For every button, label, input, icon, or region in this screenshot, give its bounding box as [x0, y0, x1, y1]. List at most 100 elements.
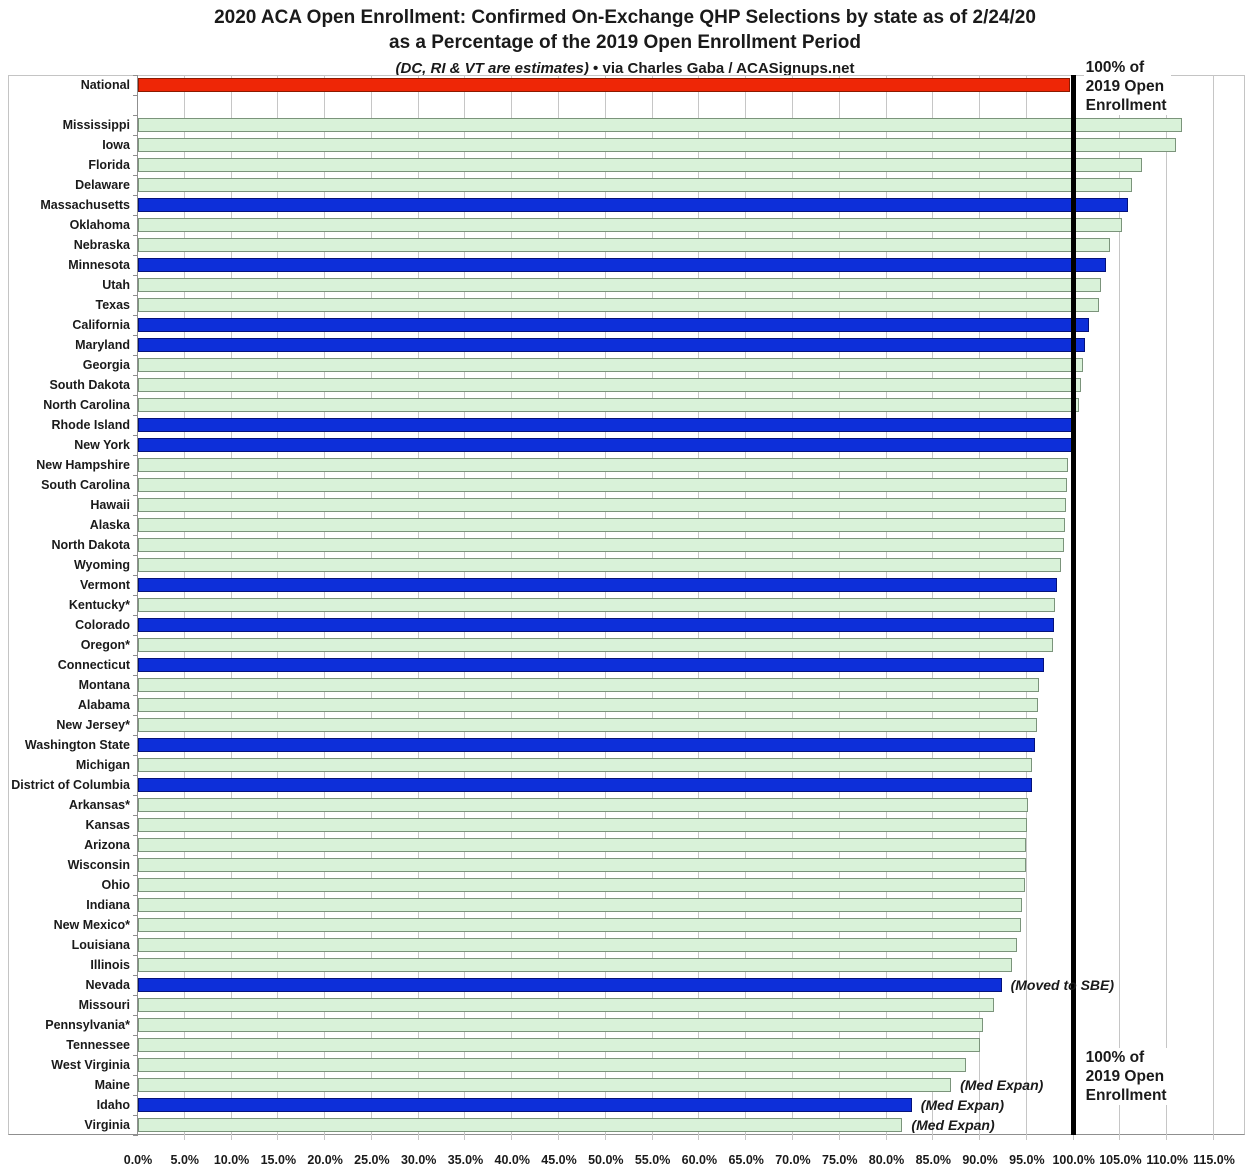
gridline: [1213, 75, 1214, 1140]
row-label: Kansas: [85, 818, 130, 832]
row-label: Vermont: [79, 578, 130, 592]
bar: [138, 938, 1017, 952]
bar: [138, 818, 1027, 832]
row-label: Massachusetts: [40, 198, 130, 212]
x-tick-label: 25.0%: [354, 1153, 390, 1167]
x-tick-label: 30.0%: [400, 1153, 437, 1167]
row-label: Oregon*: [80, 638, 130, 652]
bar: [138, 538, 1065, 552]
bar: [138, 738, 1036, 752]
bar-annotation: (Moved to SBE): [1010, 977, 1115, 993]
bar: [138, 798, 1028, 812]
reference-label-line: 2019 Open: [1085, 78, 1165, 95]
bar: [138, 398, 1080, 412]
y-axis-ticks: [133, 75, 138, 1136]
bar: [138, 838, 1026, 852]
row-label: Wisconsin: [67, 858, 130, 872]
row-label: Virginia: [84, 1118, 130, 1132]
reference-label-line: 100% of: [1085, 1049, 1145, 1066]
row-label: Indiana: [86, 898, 130, 912]
bar: [138, 178, 1132, 192]
x-tick-label: 100.0%: [1052, 1153, 1095, 1167]
row-label: Iowa: [102, 138, 130, 152]
reference-label-top: 100% of 2019 Open Enrollment: [1083, 58, 1171, 115]
bar: [138, 918, 1022, 932]
reference-label-line: Enrollment: [1085, 1087, 1167, 1104]
row-label: National: [80, 78, 130, 92]
row-label: Nebraska: [73, 238, 130, 252]
bar: [138, 1058, 967, 1072]
x-tick-label: 55.0%: [634, 1153, 671, 1167]
x-tick-label: 40.0%: [494, 1153, 530, 1167]
row-label: Missouri: [78, 998, 130, 1012]
row-label: South Carolina: [41, 478, 130, 492]
x-tick-label: 80.0%: [868, 1153, 905, 1167]
bar: [138, 1078, 952, 1092]
bar: [138, 298, 1099, 312]
row-label: Louisiana: [71, 938, 130, 952]
bar: [138, 198, 1128, 212]
row-label: Nevada: [85, 978, 130, 992]
x-tick-label: 105.0%: [1099, 1153, 1142, 1167]
chart-title-line2: as a Percentage of the 2019 Open Enrollm…: [389, 32, 861, 53]
bar: [138, 1038, 981, 1052]
x-tick-label: 15.0%: [260, 1153, 297, 1167]
bar: [138, 718, 1038, 732]
row-label: Michigan: [75, 758, 130, 772]
plot-area: 0.0% 5.0% 10.0% 15.0% 20.0% 25.0% 30.0% 35.0% 40…: [11, 58, 1235, 1167]
bar: [138, 878, 1025, 892]
bar: [138, 618, 1054, 632]
x-tick-label: 45.0%: [541, 1153, 577, 1167]
reference-label-line: 2019 Open: [1085, 1068, 1165, 1085]
row-label: Alabama: [77, 698, 130, 712]
bar: [138, 258, 1107, 272]
subtitle-estimates-note: (DC, RI & VT are estimates): [395, 60, 589, 77]
bar: [138, 978, 1002, 992]
reference-label-line: Enrollment: [1085, 97, 1167, 114]
bar: [138, 378, 1082, 392]
x-tick-label: 70.0%: [775, 1153, 811, 1167]
bar: [138, 138, 1176, 152]
row-label: New Mexico*: [53, 918, 130, 932]
row-label: Texas: [95, 298, 130, 312]
chart-frame: [8, 75, 1245, 1135]
bar: [138, 678, 1040, 692]
row-label: South Dakota: [49, 378, 130, 392]
bar: [138, 498, 1067, 512]
reference-label-bottom: 100% of 2019 Open Enrollment: [1083, 1048, 1171, 1105]
x-tick-label: 5.0%: [170, 1153, 200, 1167]
row-label: Arkansas*: [68, 798, 130, 812]
x-tick-label: 90.0%: [962, 1153, 998, 1167]
bar: [138, 158, 1142, 172]
row-label: Connecticut: [57, 658, 130, 672]
row-label: District of Columbia: [11, 778, 130, 792]
chart-title-line1: 2020 ACA Open Enrollment: Confirmed On-E…: [214, 7, 1036, 28]
bar: [138, 338, 1085, 352]
bar: [138, 958, 1012, 972]
bar: [138, 438, 1075, 452]
row-label: Arizona: [84, 838, 130, 852]
bar: [138, 598, 1055, 612]
row-label: Minnesota: [68, 258, 130, 272]
subtitle-credit: • via Charles Gaba / ACASignups.net: [588, 60, 855, 77]
bar: [138, 758, 1033, 772]
row-label: Idaho: [96, 1098, 130, 1112]
row-label: Montana: [78, 678, 130, 692]
bar: [138, 778, 1032, 792]
bar: [138, 358, 1083, 372]
row-label: Wyoming: [73, 558, 130, 572]
row-label: Ohio: [101, 878, 130, 892]
x-tick-label: 10.0%: [213, 1153, 250, 1167]
bar: [138, 418, 1076, 432]
row-label: New York: [74, 438, 130, 452]
row-label: West Virginia: [51, 1058, 130, 1072]
row-label: California: [72, 318, 130, 332]
row-label: New Hampshire: [36, 458, 130, 472]
bar: [138, 458, 1069, 472]
row-label: Hawaii: [90, 498, 130, 512]
row-label: Florida: [88, 158, 130, 172]
x-tick-label: 75.0%: [822, 1153, 858, 1167]
row-label: Maine: [94, 1078, 130, 1092]
row-label: Kentucky*: [68, 598, 130, 612]
row-label: Mississippi: [62, 118, 130, 132]
